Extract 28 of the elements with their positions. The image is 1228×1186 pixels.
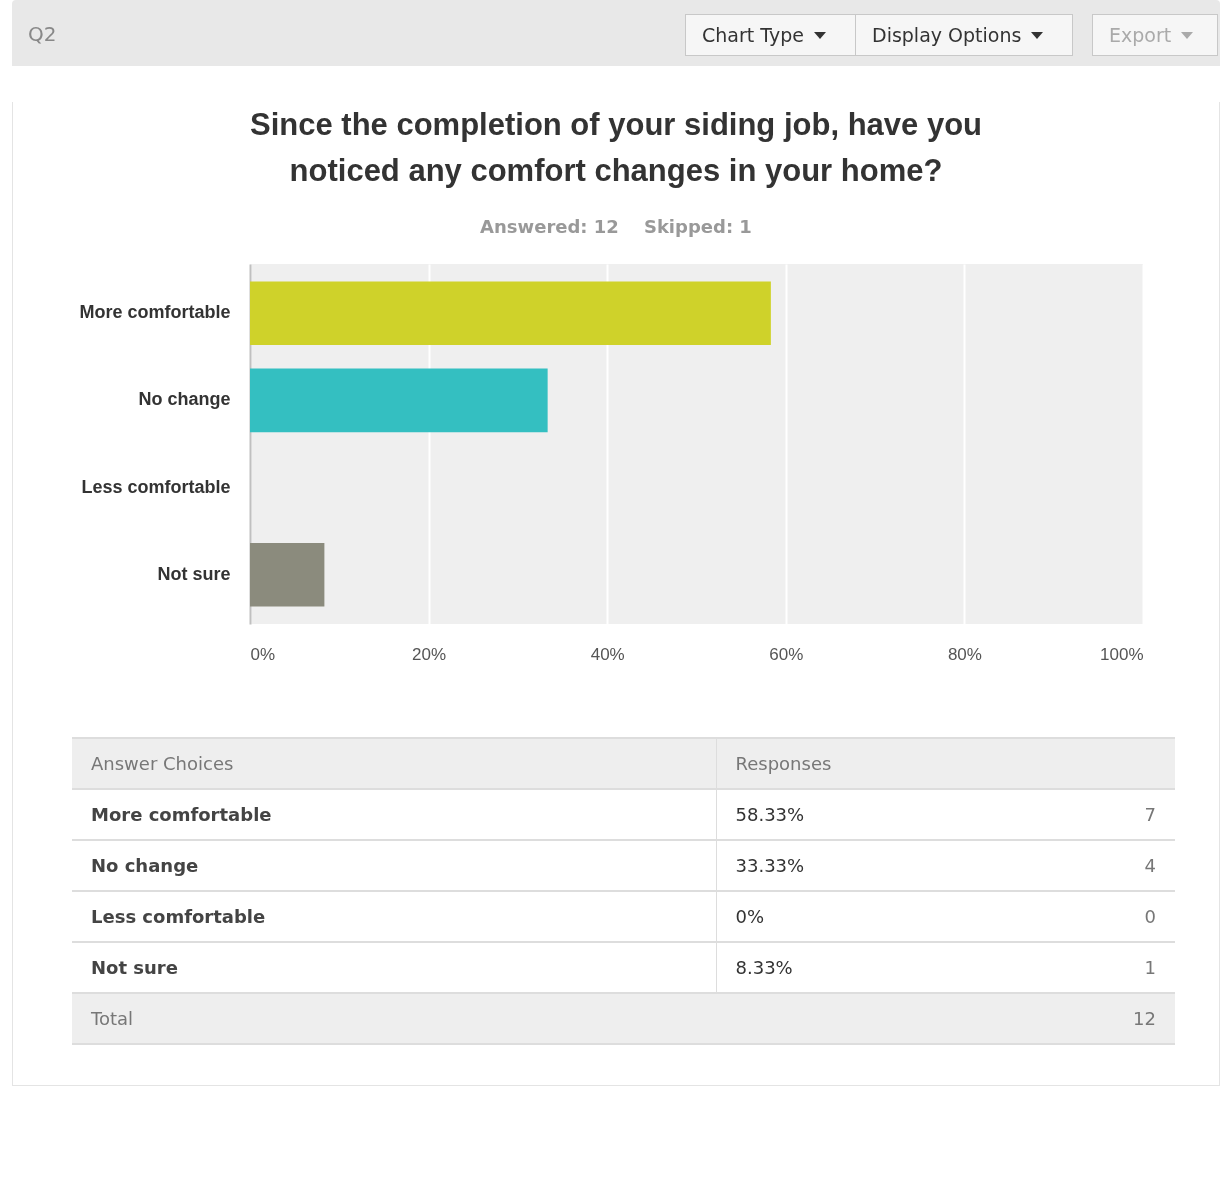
y-tick-label: Less comfortable — [81, 476, 231, 497]
text: 4 — [1077, 840, 1175, 891]
y-tick-label: No change — [138, 389, 231, 410]
text: 0 — [1077, 891, 1175, 942]
chart-subtitle: Answered: 12 Skipped: 1 — [479, 216, 753, 237]
text: 1 — [1077, 942, 1175, 993]
text: Q2 — [28, 22, 57, 46]
x-tick-label: 40% — [590, 644, 625, 664]
text: Export — [1109, 23, 1172, 48]
x-tick-label: 80% — [947, 644, 982, 664]
y-tick-label: Not sure — [157, 563, 231, 584]
text: Display Options — [872, 23, 1022, 48]
text: 58.33% — [716, 789, 1078, 840]
text: Chart Type — [702, 23, 804, 48]
x-tick-label: 20% — [412, 644, 447, 664]
x-tick-label: 100% — [1100, 644, 1144, 664]
text: 7 — [1077, 789, 1175, 840]
text: Total — [72, 993, 1078, 1044]
text: 8.33% — [716, 942, 1078, 993]
text: Responses — [716, 738, 1175, 789]
text: 33.33% — [716, 840, 1078, 891]
y-tick-label: More comfortable — [79, 302, 231, 323]
text: 12 — [1077, 993, 1175, 1044]
chart-title: Since the completion of your siding job, have you noticed any comfort changes in your home? — [249, 106, 983, 190]
x-tick-label: 0% — [250, 644, 276, 664]
x-tick-label: 60% — [769, 644, 804, 664]
text: 0% — [716, 891, 1078, 942]
text: Answer Choices — [72, 738, 717, 789]
